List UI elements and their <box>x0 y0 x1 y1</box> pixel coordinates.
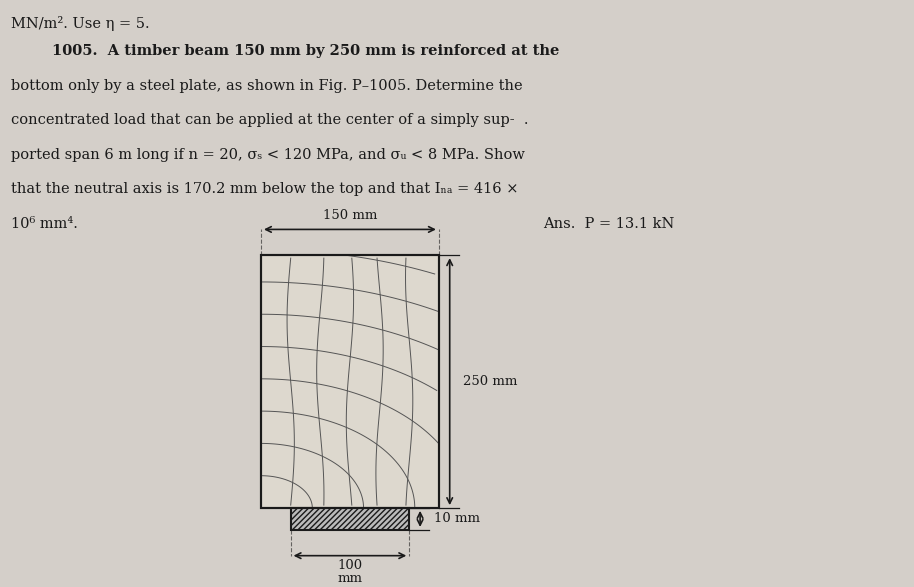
Bar <box>261 255 439 508</box>
Text: 10⁶ mm⁴.: 10⁶ mm⁴. <box>10 217 78 231</box>
Text: concentrated load that can be applied at the center of a simply sup-  .: concentrated load that can be applied at… <box>10 113 528 127</box>
Text: that the neutral axis is 170.2 mm below the top and that Iₙₐ = 416 ×: that the neutral axis is 170.2 mm below … <box>10 183 518 196</box>
Text: 150 mm: 150 mm <box>323 209 377 222</box>
Bar <box>261 255 439 508</box>
Text: MN/m². Use η = 5.: MN/m². Use η = 5. <box>10 16 149 31</box>
Text: 1005.  A timber beam 150 mm by 250 mm is reinforced at the: 1005. A timber beam 150 mm by 250 mm is … <box>51 45 558 59</box>
Text: Ans.  P = 13.1 kN: Ans. P = 13.1 kN <box>544 217 675 231</box>
Text: 10 mm: 10 mm <box>434 512 480 525</box>
Text: ported span 6 m long if n = 20, σₛ < 120 MPa, and σᵤ < 8 MPa. Show: ported span 6 m long if n = 20, σₛ < 120… <box>10 148 525 162</box>
Text: 250 mm: 250 mm <box>463 375 517 388</box>
Text: 100: 100 <box>337 559 363 572</box>
Bar <box>291 508 409 530</box>
Text: bottom only by a steel plate, as shown in Fig. P–1005. Determine the: bottom only by a steel plate, as shown i… <box>10 79 522 93</box>
Text: mm: mm <box>337 572 363 585</box>
